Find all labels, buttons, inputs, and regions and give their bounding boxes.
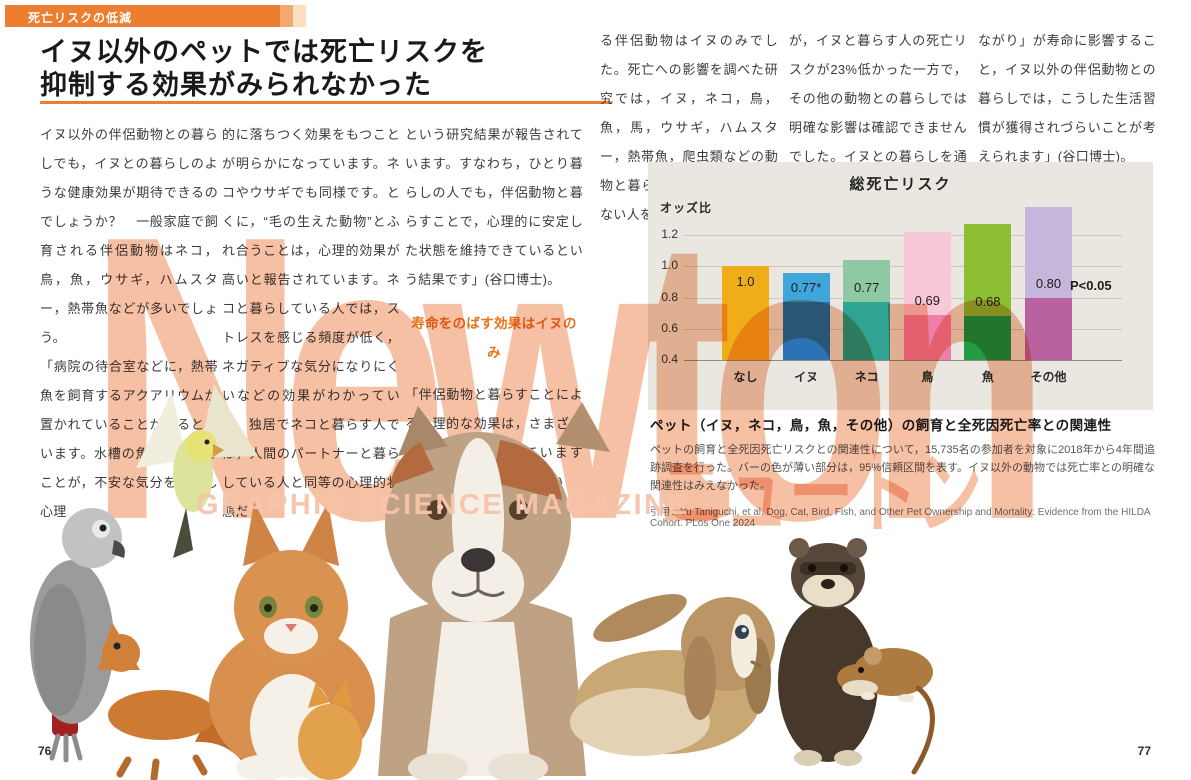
bar-value-label: 0.69 — [914, 292, 940, 308]
x-axis-category-label: その他 — [1030, 370, 1067, 384]
headline-line1: イヌ以外のペットでは死亡リスクを — [40, 37, 488, 67]
chart-title: 総死亡リスク — [849, 176, 952, 193]
tag-tint-block-light — [293, 5, 306, 27]
article-column: ながり」が寿命に影響すること，イヌ以外の伴侶動物との暮らしでは，こうした生活習慣… — [978, 26, 1156, 171]
chart-gridline — [684, 328, 1122, 330]
p-value-annotation: P<0.05 — [1070, 278, 1112, 293]
ci-bar-segment — [964, 224, 1012, 317]
y-axis-tick: 1.0 — [661, 258, 678, 273]
caption-body: ペットの飼育と全死因死亡リスクとの関連性について，15,735名の参加者を対象に… — [650, 444, 1155, 493]
bar-value-label: 0.77* — [790, 280, 822, 296]
ci-bar-segment — [843, 260, 891, 303]
article-column: 的に落ちつく効果をもつことが明らかになっています。ネコやウサギでも同様です。とく… — [222, 120, 400, 526]
y-axis-tick: 1.2 — [661, 227, 678, 241]
y-axis-tick: 0.6 — [661, 320, 678, 335]
budgerigar-image — [136, 384, 258, 558]
lop-rabbit-image — [570, 594, 775, 756]
african-grey-parrot-image — [30, 508, 125, 763]
chart-gridline — [684, 297, 1122, 299]
body-paragraph: ながり」が寿命に影響すること，イヌ以外の伴侶動物との暮らしでは，こうした生活習慣… — [978, 33, 1156, 164]
caption-citation: 引用：Yu Taniguchi, et al. Dog, Cat, Bird, … — [650, 507, 1151, 530]
estimate-bar-segment — [843, 302, 891, 360]
harvest-mouse-image — [837, 647, 935, 775]
y-axis-tick: 0.4 — [661, 352, 678, 366]
tag-tint-block — [280, 5, 293, 27]
ci-bar-segment — [782, 272, 830, 303]
estimate-bar-segment — [722, 266, 769, 360]
x-axis-category-label: イヌ — [794, 370, 819, 384]
chart-gridline — [684, 266, 1122, 268]
orange-cat-image — [298, 680, 362, 780]
bar-value-label: 1.0 — [736, 274, 755, 290]
y-axis-tick: 0.8 — [661, 289, 678, 304]
dog-amstaff-image — [378, 402, 610, 780]
chart-gridline — [684, 235, 1122, 236]
headline-rule — [40, 101, 611, 104]
ci-bar-segment — [1025, 206, 1072, 298]
caption-title: ペット（イヌ，ネコ，鳥，魚，その他）の飼育と全死因死亡率との関連性 — [650, 418, 1112, 433]
page-number-left: 76 — [38, 744, 52, 758]
bar-value-label: 0.80 — [1035, 275, 1062, 291]
body-paragraph: 的に落ちつく効果をもつことが明らかになっています。ネコやウサギでも同様です。とく… — [222, 127, 400, 519]
x-axis-category-label: 魚 — [981, 370, 994, 384]
estimate-bar-segment — [964, 316, 1012, 360]
pets-photo-band — [30, 384, 935, 780]
page-title: イヌ以外のペットでは死亡リスクを 抑制する効果がみられなかった — [40, 36, 488, 102]
x-axis-category-label: 鳥 — [921, 370, 934, 384]
estimate-bar-segment — [782, 302, 830, 360]
estimate-bar-segment — [1025, 297, 1072, 360]
ci-bar-segment — [903, 231, 951, 315]
ferret-image — [778, 538, 878, 766]
bar-value-label: 0.68 — [975, 294, 1001, 310]
section-subhead: 寿命をのばす効果はイヌのみ — [411, 316, 577, 360]
headline-line2: 抑制する効果がみられなかった — [40, 70, 432, 100]
section-tag-label: 死亡リスクの低減 — [28, 11, 133, 25]
bar-value-label: 0.77 — [854, 280, 880, 296]
x-axis-category-label: なし — [733, 370, 758, 384]
x-axis-category-label: ネコ — [854, 370, 879, 384]
body-paragraph: イヌ以外の伴侶動物との暮らしでも，イヌとの暮らしのような健康効果が期待できるので… — [40, 127, 218, 345]
mortality-risk-chart: 総死亡リスク オッズ比 0.4 0.6 0.8 1.0 1.2 1.0 なし 0.77* イヌ 0… — [648, 162, 1153, 410]
section-tag: 死亡リスクの低減 — [5, 5, 280, 27]
estimate-bar-segment — [903, 314, 951, 360]
chart-y-axis-label: オッズ比 — [660, 201, 713, 215]
body-paragraph: という研究結果が報告されています。すなわち，ひとり暮らしの人でも，伴侶動物と暮ら… — [405, 127, 583, 287]
chart-caption: ペット（イヌ，ネコ，鳥，魚，その他）の飼育と全死因死亡率との関連性 ペットの飼育… — [650, 414, 1155, 529]
chart-gridline — [684, 360, 1122, 361]
page-number-right: 77 — [1137, 744, 1151, 758]
